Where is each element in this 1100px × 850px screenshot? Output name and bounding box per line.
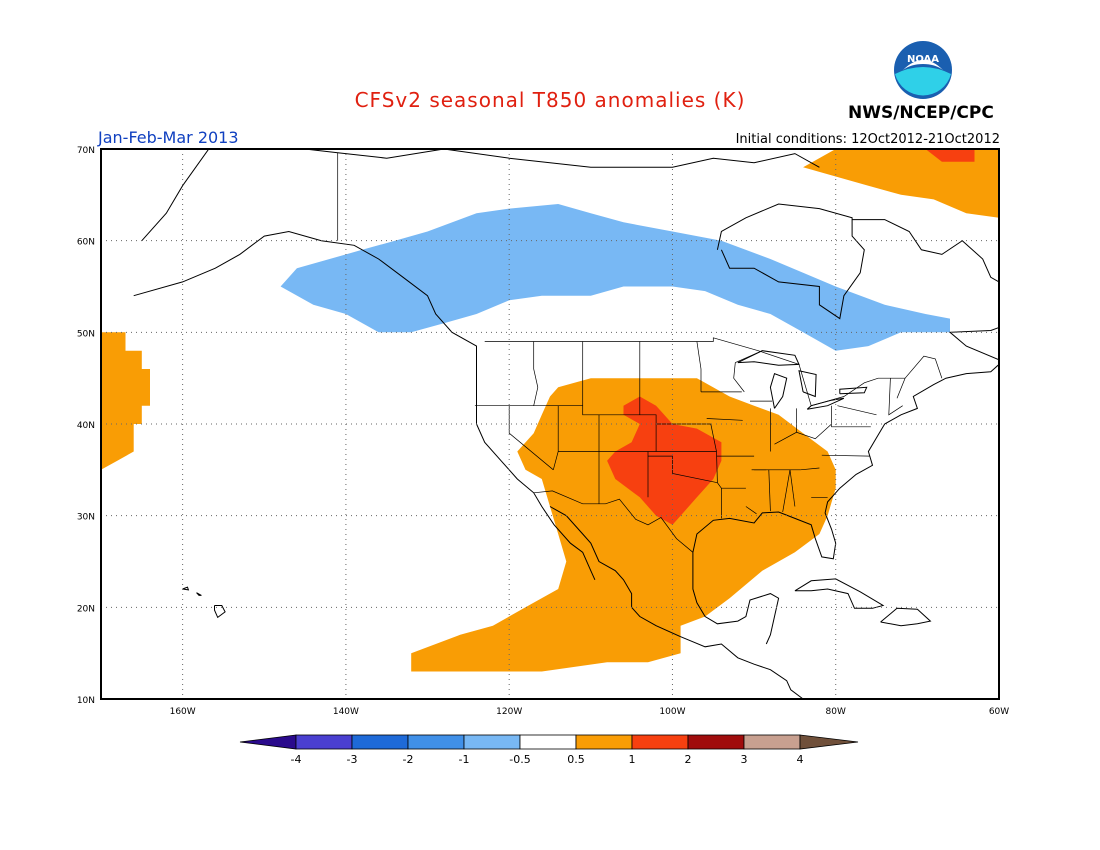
map-title: CFSv2 seasonal T850 anomalies (K) (354, 88, 746, 112)
lon-tick-label: 120W (496, 707, 522, 717)
noaa-logo: NOAA (894, 41, 952, 99)
lon-tick-label: 160W (170, 707, 196, 717)
initial-conditions: Initial conditions: 12Oct2012-21Oct2012 (735, 132, 1000, 147)
anomaly-region (925, 149, 975, 162)
lon-tick-label: 140W (333, 707, 359, 717)
svg-text:NOAA: NOAA (907, 54, 939, 65)
forecast-period: Jan-Feb-Mar 2013 (98, 128, 239, 147)
lat-tick-label: 50N (77, 329, 95, 339)
anomaly-layer (101, 149, 999, 672)
lat-tick-label: 10N (77, 696, 95, 706)
anomaly-region (101, 332, 150, 470)
lat-tick-label: 70N (77, 146, 95, 156)
lon-tick-label: 60W (989, 707, 1009, 717)
anomaly-region (411, 378, 836, 672)
anomaly-region (280, 204, 951, 351)
anomaly-region (803, 149, 999, 218)
lat-tick-label: 40N (77, 421, 95, 431)
lat-tick-label: 20N (77, 604, 95, 614)
graticule-layer (101, 149, 999, 699)
lat-tick-label: 30N (77, 513, 95, 523)
lon-tick-label: 80W (826, 707, 846, 717)
anomaly-region (607, 396, 722, 525)
lon-tick-label: 100W (659, 707, 685, 717)
map-frame (100, 148, 1000, 700)
lat-tick-label: 60N (77, 238, 95, 248)
agency-label: NWS/NCEP/CPC (848, 103, 994, 123)
axis-labels: 70N 60N 50N 40N 30N 20N 10N 160W 140W 120W 100W 80W… (77, 146, 1009, 717)
